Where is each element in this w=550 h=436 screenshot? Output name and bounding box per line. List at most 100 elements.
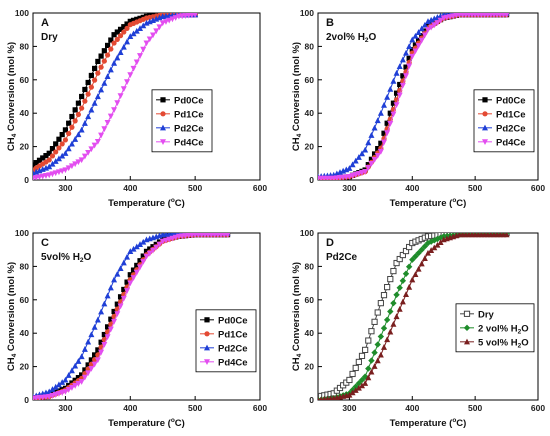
data-point: [202, 233, 208, 238]
data-point: [159, 238, 166, 245]
data-point: [199, 233, 205, 238]
data-point: [421, 243, 429, 250]
panel-c: 300 400 500 600 0 20 40 60 80 100 Temperature (oC)…: [6, 228, 267, 429]
data-point: [79, 372, 85, 378]
data-point: [133, 269, 140, 276]
data-point: [415, 29, 422, 35]
data-point: [49, 160, 56, 167]
legend-item: Pd4Ce: [200, 357, 248, 368]
data-point: [393, 69, 400, 76]
data-point: [95, 70, 101, 76]
data-point: [349, 389, 356, 396]
data-point: [56, 136, 62, 142]
legend-item: Pd4Ce: [478, 137, 526, 148]
data-point: [140, 22, 147, 29]
data-point: [59, 141, 65, 147]
data-point: [380, 292, 388, 299]
data-point: [46, 394, 53, 400]
plot-area: [318, 233, 510, 400]
data-point: [108, 37, 114, 43]
data-point: [399, 82, 406, 89]
data-point: [421, 21, 428, 28]
data-point: [318, 396, 320, 400]
data-point: [406, 243, 413, 251]
data-point: [120, 259, 127, 266]
data-point: [384, 336, 391, 343]
data-point: [362, 380, 369, 386]
data-point: [371, 349, 378, 356]
data-point: [130, 245, 137, 252]
data-point: [101, 48, 107, 54]
data-point: [374, 341, 381, 348]
legend-label: Pd0Ce: [174, 95, 204, 106]
data-point: [82, 98, 88, 104]
data-point: [365, 139, 372, 146]
data-point: [79, 105, 85, 111]
data-point: [66, 130, 72, 137]
data-point: [368, 132, 375, 138]
legend-marker: [463, 310, 471, 317]
data-point: [428, 24, 435, 31]
panel-label: C: [41, 237, 49, 249]
data-point: [124, 253, 131, 260]
data-point: [355, 358, 362, 366]
data-point: [65, 387, 72, 393]
legend-item: Pd4Ce: [156, 137, 204, 148]
data-point: [412, 42, 419, 48]
legend: Pd0Ce Pd1Ce Pd2Ce Pd4Ce: [151, 89, 213, 153]
data-point: [72, 161, 79, 168]
x-tick-label: 600: [253, 403, 267, 413]
legend-label: Pd2Ce: [218, 343, 248, 354]
data-point: [36, 157, 43, 163]
data-point: [101, 341, 108, 348]
data-point: [52, 170, 59, 177]
data-point: [415, 265, 422, 272]
y-axis-title: CH4​ Conversion (mol %): [291, 262, 303, 371]
data-point: [162, 19, 169, 25]
data-point: [384, 120, 390, 126]
data-point: [368, 161, 375, 167]
data-point: [107, 113, 114, 120]
data-point: [166, 236, 173, 243]
data-point: [390, 299, 397, 307]
data-point: [137, 53, 144, 59]
data-point: [85, 113, 92, 120]
data-point: [117, 294, 124, 300]
data-point: [130, 30, 137, 37]
data-point: [94, 357, 101, 364]
data-point: [127, 72, 134, 78]
data-point: [390, 267, 397, 275]
panel-condition: Dry: [41, 32, 58, 43]
data-point: [140, 46, 147, 53]
data-point: [62, 150, 69, 156]
data-point: [374, 117, 381, 124]
data-point: [349, 161, 356, 168]
y-tick-label: 100: [15, 228, 29, 238]
data-point: [95, 58, 101, 65]
data-point: [130, 17, 137, 23]
data-point: [117, 93, 124, 100]
data-point: [393, 259, 400, 267]
legend-label: Pd4Ce: [174, 137, 204, 148]
data-point: [412, 271, 419, 278]
data-point: [124, 288, 131, 294]
data-point: [62, 389, 69, 395]
data-point: [418, 260, 425, 267]
legend-label: Dry: [478, 309, 495, 320]
data-point: [127, 18, 133, 24]
data-point: [49, 386, 56, 392]
data-point: [362, 146, 369, 153]
data-point: [396, 63, 403, 70]
data-point: [59, 131, 65, 138]
data-point: [111, 308, 117, 315]
x-tick-label: 500: [188, 403, 202, 413]
data-point: [368, 357, 375, 364]
data-point: [381, 344, 387, 350]
data-point: [381, 139, 387, 146]
data-point: [75, 381, 82, 387]
legend-item: Pd1Ce: [200, 329, 248, 340]
data-point: [371, 124, 378, 131]
x-tick-label: 400: [123, 403, 137, 413]
data-point: [390, 111, 397, 118]
data-point: [117, 26, 124, 32]
